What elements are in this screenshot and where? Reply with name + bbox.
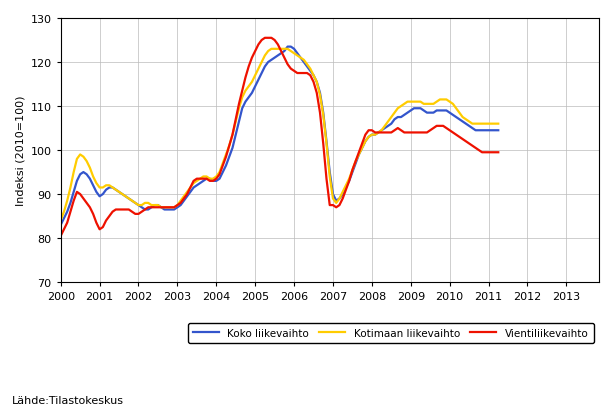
Y-axis label: Indeksi (2010=100): Indeksi (2010=100)	[15, 95, 25, 206]
Vientiliikevaihto	[225, 144, 233, 149]
Kotimaan liikevaihto	[420, 102, 427, 107]
Text: Lähde:Tilastokeskus: Lähde:Tilastokeskus	[12, 395, 124, 405]
Vientiliikevaihto	[472, 146, 480, 151]
Kotimaan liikevaihto	[414, 100, 421, 105]
Koko liikevaihto	[420, 109, 427, 114]
Kotimaan liikevaihto	[472, 122, 480, 127]
Legend: Koko liikevaihto, Kotimaan liikevaihto, Vientiliikevaihto: Koko liikevaihto, Kotimaan liikevaihto, …	[188, 323, 594, 343]
Koko liikevaihto	[225, 155, 233, 160]
Line: Vientiliikevaihto: Vientiliikevaihto	[61, 39, 499, 236]
Kotimaan liikevaihto	[225, 144, 233, 149]
Line: Kotimaan liikevaihto: Kotimaan liikevaihto	[61, 50, 499, 221]
Vientiliikevaihto	[414, 131, 421, 135]
Vientiliikevaihto	[109, 210, 116, 215]
Kotimaan liikevaihto	[417, 100, 424, 105]
Vientiliikevaihto	[495, 150, 502, 155]
Vientiliikevaihto	[420, 131, 427, 135]
Koko liikevaihto	[284, 45, 291, 50]
Vientiliikevaihto	[261, 36, 268, 41]
Kotimaan liikevaihto	[268, 47, 275, 52]
Koko liikevaihto	[57, 223, 64, 228]
Koko liikevaihto	[495, 128, 502, 133]
Kotimaan liikevaihto	[495, 122, 502, 127]
Koko liikevaihto	[414, 107, 421, 112]
Vientiliikevaihto	[57, 234, 64, 239]
Kotimaan liikevaihto	[57, 218, 64, 223]
Kotimaan liikevaihto	[109, 185, 116, 190]
Vientiliikevaihto	[417, 131, 424, 135]
Koko liikevaihto	[472, 128, 480, 133]
Koko liikevaihto	[109, 185, 116, 190]
Line: Koko liikevaihto: Koko liikevaihto	[61, 47, 499, 225]
Koko liikevaihto	[417, 107, 424, 112]
